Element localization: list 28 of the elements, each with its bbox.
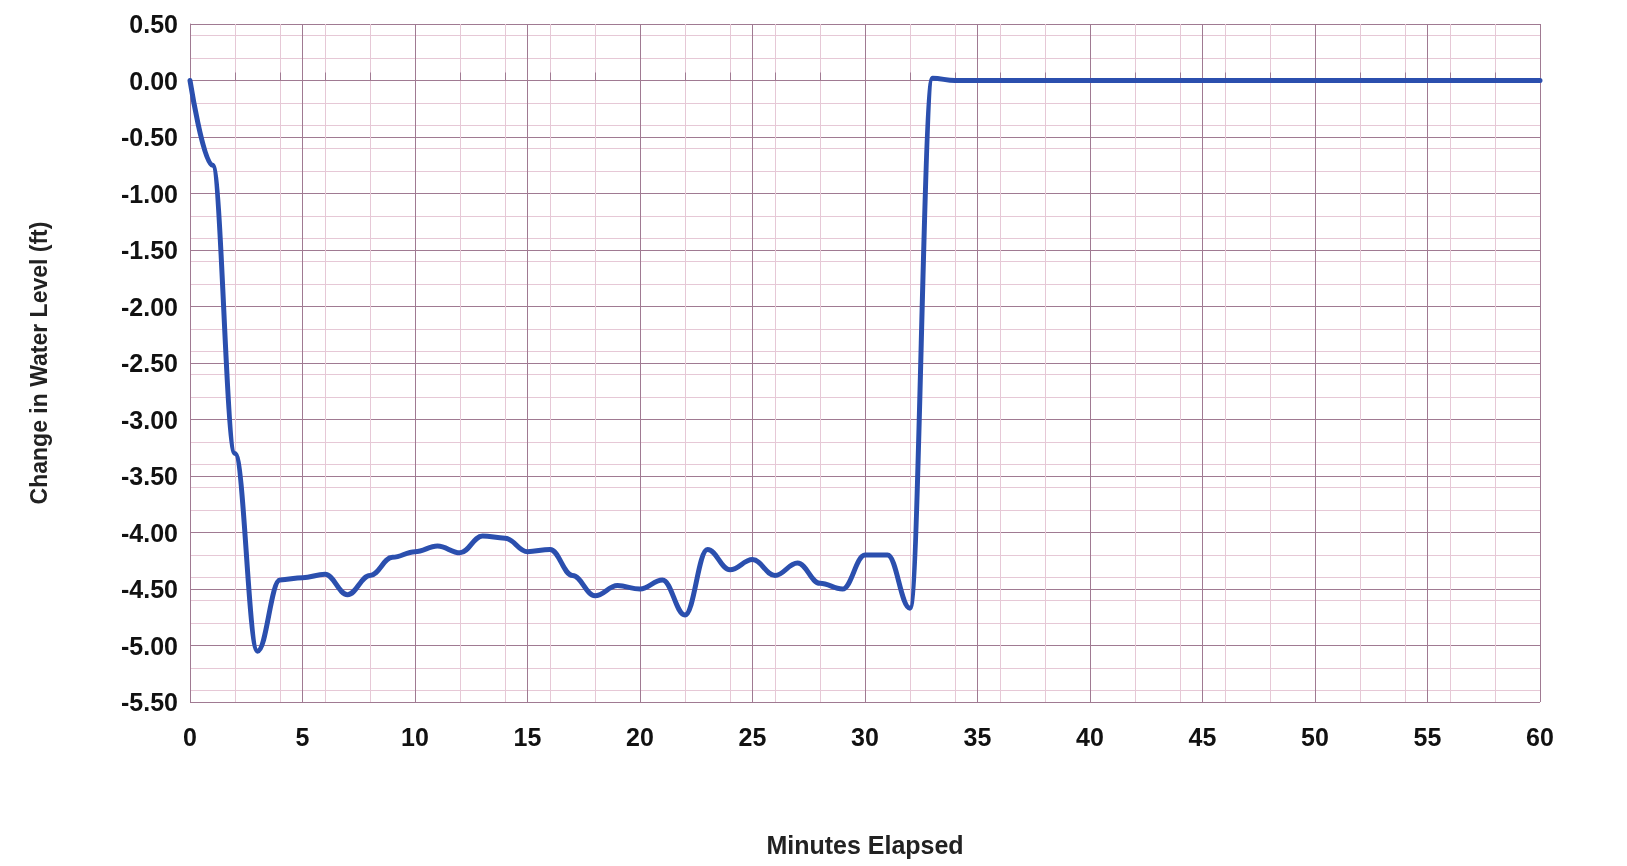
- y-tick-label: 0.00: [129, 66, 178, 95]
- x-tick-label: 50: [1301, 722, 1329, 751]
- x-tick-label: 40: [1076, 722, 1104, 751]
- x-tick-label: 10: [401, 722, 429, 751]
- x-tick-label: 30: [851, 722, 879, 751]
- x-tick-label: 15: [513, 722, 542, 751]
- x-tick-label: 45: [1188, 722, 1217, 751]
- x-tick-label: 0: [183, 722, 197, 751]
- y-tick-label: -4.50: [121, 575, 178, 603]
- x-tick-label: 55: [1413, 722, 1442, 751]
- x-axis-title: Minutes Elapsed: [766, 830, 964, 859]
- y-tick-label: -0.50: [121, 123, 178, 151]
- x-tick-label: 5: [295, 722, 310, 751]
- x-tick-label: 35: [963, 722, 992, 751]
- y-tick-label: -5.50: [121, 688, 178, 716]
- y-tick-label: -3.50: [121, 462, 178, 490]
- y-tick-label: -2.50: [121, 349, 178, 377]
- y-tick-label: 0.50: [129, 10, 178, 38]
- y-tick-label: -5.00: [121, 631, 178, 660]
- y-tick-label: -3.00: [121, 405, 178, 434]
- y-tick-label: -2.00: [121, 292, 178, 321]
- y-tick-label: -1.50: [121, 236, 178, 264]
- x-tick-label: 25: [738, 722, 767, 751]
- x-tick-label: 20: [626, 722, 654, 751]
- y-tick-label: -4.00: [121, 518, 178, 547]
- x-tick-label: 60: [1526, 722, 1554, 751]
- y-tick-label: -1.00: [121, 179, 178, 208]
- y-axis-title: Change in Water Level (ft): [25, 221, 52, 505]
